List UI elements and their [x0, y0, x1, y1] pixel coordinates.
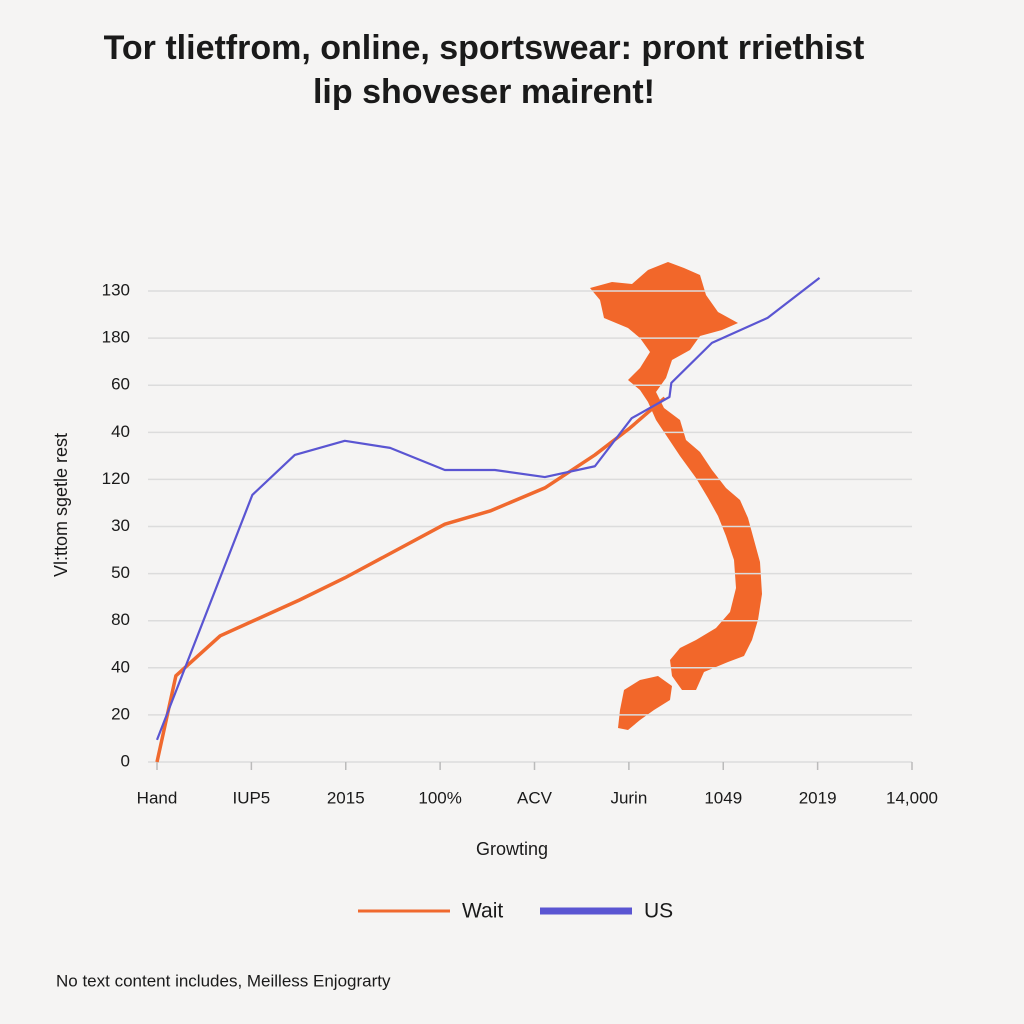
y-tick-label: 120: [102, 469, 130, 488]
y-tick-label: 50: [111, 563, 130, 582]
series-line: [155, 276, 821, 741]
chart-title: Tor tlietfrom, online, sportswear: pront…: [104, 29, 865, 67]
x-tick-label: 2015: [327, 788, 365, 807]
legend-label: Wait: [462, 900, 503, 923]
x-tick-label: 2019: [799, 788, 837, 807]
y-tick-label: 80: [111, 610, 130, 629]
x-tick-label: ACV: [517, 788, 553, 807]
x-tick-label: 14,000: [886, 788, 938, 807]
footnote: No text content includes, Meilless Enjog…: [56, 971, 391, 990]
y-tick-label: 0: [121, 751, 130, 770]
y-tick-label: 40: [111, 422, 130, 441]
map-decoration: [590, 262, 762, 730]
y-tick-label: 40: [111, 657, 130, 676]
x-tick-label: Hand: [137, 788, 178, 807]
x-tick-label: 100%: [418, 788, 461, 807]
y-tick-label: 130: [102, 281, 130, 300]
chart-title: lip shoveser mairent!: [313, 73, 655, 111]
x-tick-label: 1049: [704, 788, 742, 807]
x-axis-label: Growting: [476, 839, 548, 859]
x-tick-label: IUP5: [232, 788, 270, 807]
y-tick-label: 60: [111, 375, 130, 394]
y-tick-label: 180: [102, 328, 130, 347]
y-axis-label: Vl:ttom sgetle rest: [51, 433, 71, 577]
series-line: [155, 396, 666, 763]
legend-label: US: [644, 900, 673, 923]
x-tick-label: Jurin: [610, 788, 647, 807]
y-tick-label: 20: [111, 704, 130, 723]
y-tick-label: 30: [111, 516, 130, 535]
